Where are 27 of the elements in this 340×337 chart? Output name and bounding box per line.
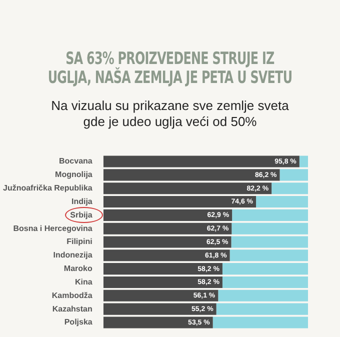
y-tick-label: Srbija [70,210,93,220]
bar [103,263,222,275]
y-tick-label: Poljska [64,318,93,327]
y-tick-label: Indija [71,196,93,206]
bar [103,276,222,288]
bar [232,209,308,221]
bar [103,182,272,194]
y-tick-label: Indonezija [53,250,93,260]
bar [103,290,218,302]
bar [272,182,308,194]
y-tick-label: Bocvana [59,156,93,166]
y-tick-label: Kazahstan [52,304,92,314]
bar [222,276,308,288]
bar [222,263,308,275]
y-tick-label: Kambodža [52,290,93,300]
bar [218,290,308,302]
y-tick-label: Južnoafrička Republika [3,184,93,193]
y-tick-label: Bosna i Hercegovina [13,224,93,233]
chart-title: SA 63% PROIZVEDENE STRUJE IZ UGLJA, NAŠA ZEMLJA JE PETA U SVETU [48,49,292,88]
chart-subtitle: Na vizualu su prikazane sve zemlje sveta gde je udeo uglja veći od 50% [50,98,290,130]
bar [256,196,308,208]
bar [103,209,232,221]
y-tick-label: Mognolija [55,170,93,180]
bar [103,196,256,208]
y-tick-label: Maroko [64,264,92,274]
y-tick-label: Filipini [66,237,92,246]
y-tick-label: Kina [75,277,93,286]
